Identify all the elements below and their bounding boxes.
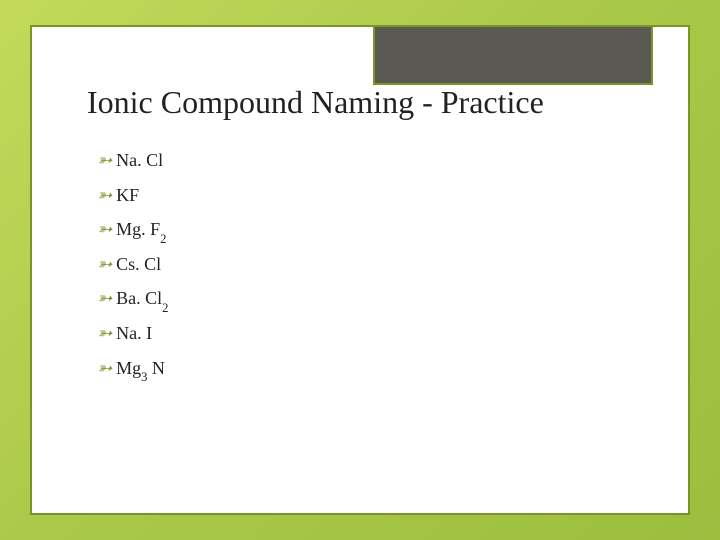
- list-item: ➳ Na. I: [97, 323, 638, 348]
- bullet-icon: ➳: [97, 150, 110, 171]
- compound-text: Na. I: [116, 323, 152, 348]
- list-item: ➳ Mg3 N: [97, 358, 638, 383]
- bullet-icon: ➳: [97, 219, 110, 240]
- list-item: ➳ Cs. Cl: [97, 254, 638, 279]
- compound-text: Mg. F2: [116, 219, 166, 244]
- slide-title: Ionic Compound Naming - Practice: [87, 82, 638, 122]
- list-item: ➳ Mg. F2: [97, 219, 638, 244]
- list-item: ➳ Ba. Cl2: [97, 288, 638, 313]
- compound-text: Cs. Cl: [116, 254, 161, 279]
- bullet-icon: ➳: [97, 323, 110, 344]
- list-item: ➳ Na. Cl: [97, 150, 638, 175]
- compound-list: ➳ Na. Cl ➳ KF ➳ Mg. F2 ➳ Cs. Cl ➳ Ba. Cl…: [87, 150, 638, 382]
- bullet-icon: ➳: [97, 358, 110, 379]
- corner-accent-box: [373, 25, 653, 85]
- compound-text: Ba. Cl2: [116, 288, 168, 313]
- compound-text: Na. Cl: [116, 150, 163, 175]
- list-item: ➳ KF: [97, 185, 638, 210]
- bullet-icon: ➳: [97, 185, 110, 206]
- bullet-icon: ➳: [97, 254, 110, 275]
- compound-text: Mg3 N: [116, 358, 165, 383]
- slide-container: Ionic Compound Naming - Practice ➳ Na. C…: [30, 25, 690, 515]
- bullet-icon: ➳: [97, 288, 110, 309]
- compound-text: KF: [116, 185, 139, 210]
